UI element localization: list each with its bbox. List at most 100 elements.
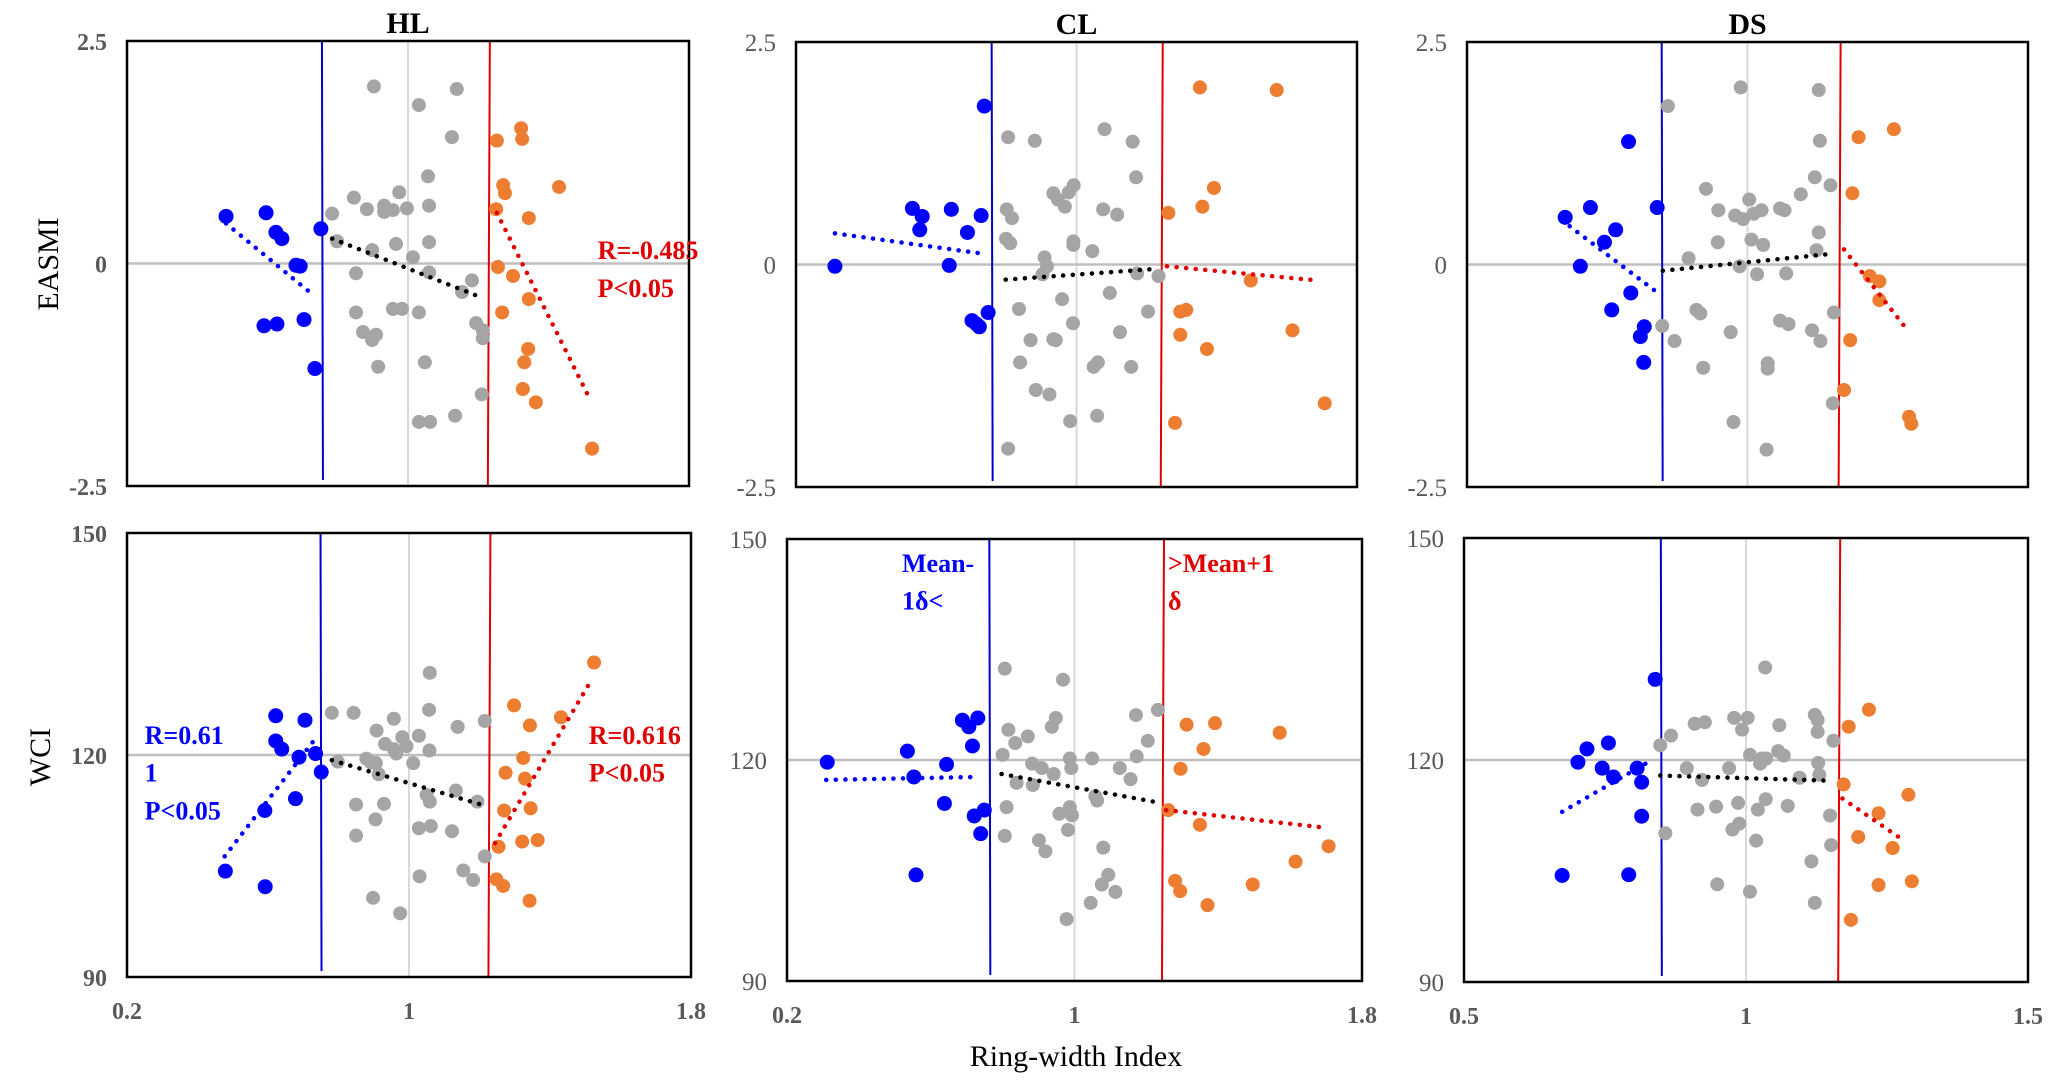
data-point-middle: [1151, 269, 1166, 284]
data-point-middle: [1085, 751, 1100, 766]
annotation-high: P<0.05: [589, 759, 665, 788]
data-point-high: [552, 179, 567, 194]
data-point-high: [1200, 898, 1215, 913]
data-point-middle: [1793, 187, 1808, 202]
data-point-middle: [1696, 360, 1711, 375]
data-point-middle: [1710, 235, 1725, 250]
annotation-high: δ: [1168, 587, 1182, 616]
data-point-high: [1288, 854, 1303, 869]
y-tick-label: 2.5: [77, 30, 107, 56]
series-middle: [995, 661, 1165, 927]
data-point-middle: [1052, 806, 1067, 821]
data-point-middle: [385, 203, 400, 218]
series-high: [489, 655, 602, 908]
data-point-high: [1173, 327, 1188, 342]
data-point-middle: [1809, 243, 1824, 258]
data-point-high: [490, 260, 505, 275]
data-point-middle: [1059, 912, 1074, 927]
data-point-middle: [444, 130, 459, 145]
low-threshold-line: [320, 40, 324, 481]
data-point-middle: [1823, 808, 1838, 823]
low-threshold-line: [990, 41, 994, 482]
data-point-low: [274, 231, 290, 247]
data-point-high: [1173, 761, 1188, 776]
x-axis-label: Ring-width Index: [970, 1040, 1182, 1073]
y-tick-label: -2.5: [69, 475, 107, 501]
data-point-high: [1168, 415, 1183, 430]
y-tick-label: 120: [1407, 748, 1445, 775]
data-point-low: [959, 224, 975, 240]
data-point-middle: [450, 719, 465, 734]
low-threshold-line: [1660, 41, 1664, 482]
series-middle: [1655, 80, 1841, 457]
x-tick-label: 0.5: [1449, 1004, 1479, 1030]
data-point-middle: [1011, 302, 1026, 316]
plot-frame: [125, 531, 693, 979]
data-point-middle: [349, 797, 364, 812]
x-tick-label: 1.8: [676, 999, 706, 1025]
data-point-middle: [1085, 244, 1100, 259]
data-point-middle: [1810, 724, 1825, 739]
data-point-high: [1851, 829, 1866, 844]
data-point-middle: [368, 756, 383, 771]
panel-hl-easmi: HL 2.5 0 -2.5 R=-0.485 P<0.05: [69, 7, 698, 501]
low-threshold-line: [1659, 537, 1663, 977]
high-threshold-line: [486, 40, 491, 487]
data-point-middle: [1813, 334, 1828, 349]
data-point-low: [1579, 741, 1595, 757]
data-point-middle: [1129, 749, 1144, 764]
data-point-middle: [1663, 728, 1678, 743]
series-middle: [999, 122, 1166, 456]
data-point-middle: [411, 305, 426, 320]
data-point-low: [218, 208, 234, 224]
data-point-middle: [1681, 251, 1696, 266]
data-point-high: [507, 698, 522, 713]
data-point-middle: [1001, 722, 1016, 737]
data-point-middle: [470, 794, 485, 809]
data-point-high: [1901, 787, 1916, 802]
data-point-middle: [1065, 316, 1080, 331]
data-point-middle: [376, 796, 391, 811]
data-point-middle: [1756, 237, 1771, 252]
data-point-low: [914, 208, 930, 224]
data-point-middle: [1693, 306, 1708, 321]
panel-title: DS: [1728, 8, 1766, 41]
data-point-middle: [1732, 259, 1747, 274]
data-point-middle: [1697, 715, 1712, 730]
y-tick-label: 150: [1407, 526, 1445, 553]
plot-frame: [125, 39, 691, 488]
high-threshold-line: [1837, 41, 1842, 488]
series-high: [489, 121, 600, 456]
data-point-middle: [445, 824, 460, 839]
x-tick-label: 1: [1069, 1003, 1081, 1029]
data-point-middle: [421, 169, 436, 184]
data-point-high: [1243, 273, 1258, 288]
data-point-low: [827, 258, 843, 274]
data-point-high: [1872, 274, 1887, 289]
data-point-middle: [1066, 237, 1081, 252]
data-point-middle: [1004, 211, 1019, 226]
data-point-high: [1208, 716, 1223, 731]
annotation-high: P<0.05: [598, 274, 674, 303]
data-point-low: [973, 208, 989, 224]
trendline-high: [492, 678, 594, 846]
data-point-middle: [448, 408, 463, 423]
data-point-middle: [1128, 708, 1143, 723]
data-point-high: [1861, 702, 1876, 717]
data-point-middle: [1750, 267, 1765, 282]
data-point-middle: [1733, 80, 1748, 95]
x-tick-label: 0.2: [112, 999, 142, 1025]
y-tick-label: 150: [71, 522, 107, 548]
data-point-middle: [325, 206, 340, 221]
data-point-middle: [1090, 408, 1105, 423]
data-point-high: [1841, 719, 1856, 734]
data-point-middle: [368, 812, 383, 827]
data-point-high: [506, 268, 521, 283]
data-point-middle: [1742, 747, 1757, 762]
data-point-low: [297, 712, 313, 728]
data-point-middle: [399, 201, 414, 216]
data-point-middle: [1056, 672, 1070, 687]
data-point-middle: [1804, 854, 1819, 869]
data-point-middle: [1129, 170, 1144, 185]
data-point-low: [1596, 234, 1612, 250]
